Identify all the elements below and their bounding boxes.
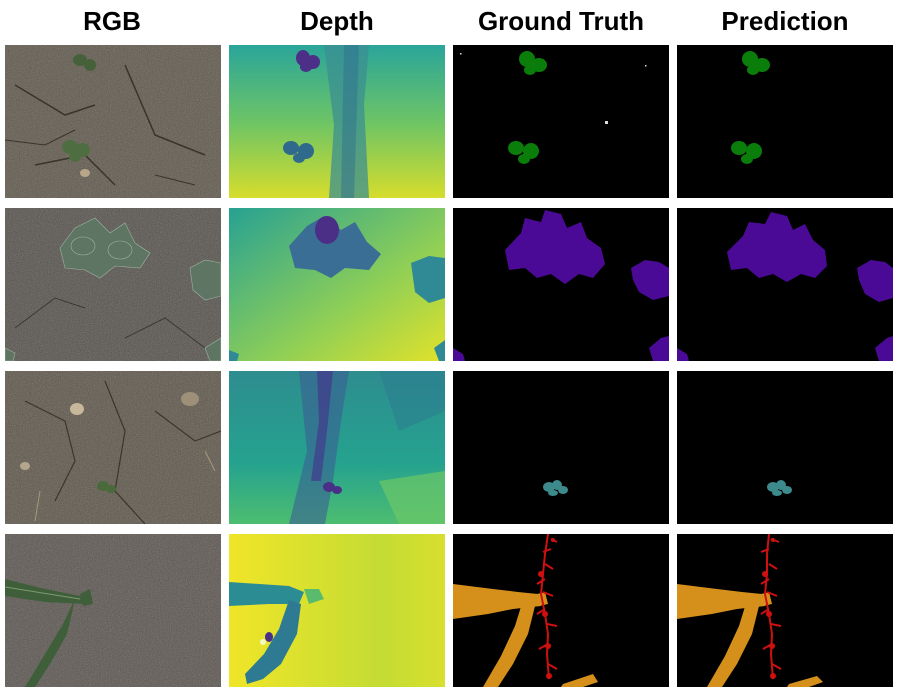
row2-ground-truth-mask <box>453 208 669 361</box>
row4-rgb-image <box>5 534 221 687</box>
row1-ground-truth-mask <box>453 45 669 198</box>
column-header-depth: Depth <box>300 6 374 36</box>
column-header-rgb: RGB <box>83 6 141 36</box>
row3-depth-map <box>229 371 445 524</box>
row1-prediction-mask <box>677 45 893 198</box>
row1-depth-map <box>229 45 445 198</box>
row4-prediction-mask <box>677 534 893 687</box>
row4-ground-truth-mask <box>453 534 669 687</box>
row2-rgb-image <box>5 208 221 361</box>
row2-prediction-mask <box>677 208 893 361</box>
row3-ground-truth-mask <box>453 371 669 524</box>
row2-depth-map <box>229 208 445 361</box>
column-header-prediction: Prediction <box>721 6 849 36</box>
row1-rgb-image <box>5 45 221 198</box>
row3-rgb-image <box>5 371 221 524</box>
column-header-ground-truth: Ground Truth <box>477 6 645 36</box>
row4-depth-map <box>229 534 445 687</box>
row3-prediction-mask <box>677 371 893 524</box>
